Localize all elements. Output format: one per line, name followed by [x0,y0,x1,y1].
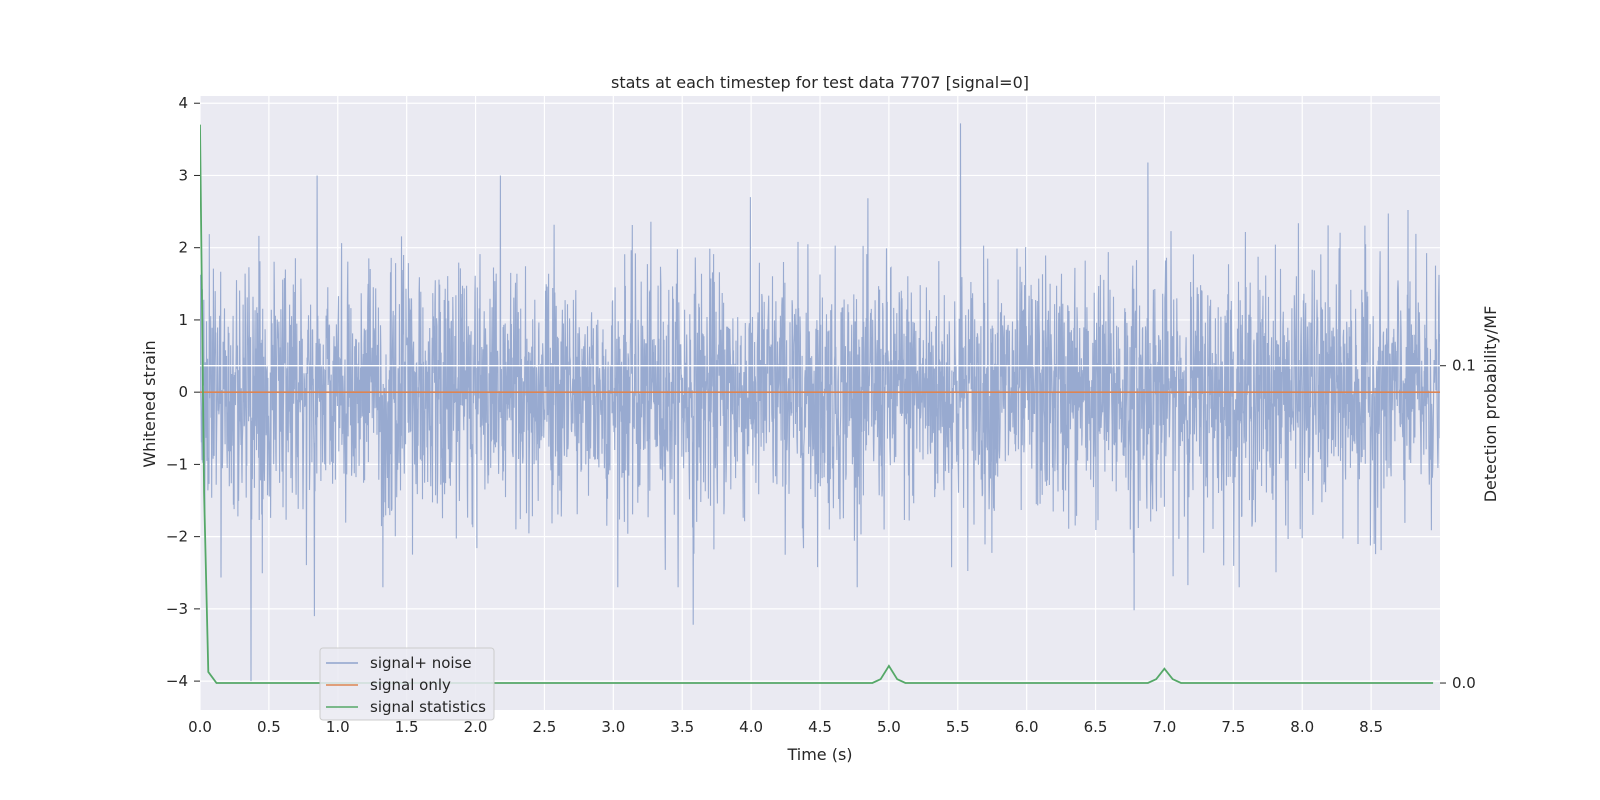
series-signal-noise-line [200,123,1440,682]
y2-tick-label: 0.1 [1452,357,1476,375]
x-tick-label: 0.5 [257,718,281,736]
x-axis-ticks: 0.0 0.5 1.0 1.5 2.0 2.5 3.0 3.5 4.0 4.5 5.0 5.5 6.0 6… [188,718,1383,736]
x-tick-label: 5.0 [877,718,901,736]
y-axis-label: Whitened strain [140,340,159,467]
series-signal-statistics-line [200,124,1434,684]
y-tick-label: −3 [166,600,188,618]
y-tick-label: −1 [166,455,188,473]
x-tick-label: 4.0 [739,718,763,736]
chart-title: stats at each timestep for test data 770… [611,73,1029,92]
legend: signal+ noise signal only signal statist… [319,647,495,721]
y-tick-label: −4 [166,672,188,690]
x-tick-label: 8.5 [1359,718,1383,736]
x-axis-label: Time (s) [786,745,852,764]
legend-label-signal-only: signal only [370,676,451,694]
x-tick-label: 1.5 [395,718,419,736]
legend-box [319,647,495,721]
x-tick-label: 2.0 [464,718,488,736]
y2-tick-label: 0.0 [1452,674,1476,692]
y-tick-label: 1 [178,311,188,329]
x-tick-label: 7.5 [1221,718,1245,736]
y2-axis-ticks: 0.0 0.1 [1440,357,1476,692]
x-tick-label: 8.0 [1290,718,1314,736]
x-tick-label: 3.0 [601,718,625,736]
x-tick-label: 3.5 [670,718,694,736]
x-tick-label: 1.0 [326,718,350,736]
y2-axis-label: Detection probability/MF [1481,306,1500,503]
y-tick-label: −2 [166,528,188,546]
legend-label-signal-noise: signal+ noise [370,654,472,672]
series-layer [200,123,1440,684]
legend-label-signal-statistics: signal statistics [370,698,486,716]
x-tick-label: 2.5 [533,718,557,736]
x-tick-label: 0.0 [188,718,212,736]
y-tick-label: 3 [178,166,188,184]
y-tick-label: 4 [178,94,188,112]
x-tick-label: 5.5 [946,718,970,736]
x-tick-label: 4.5 [808,718,832,736]
x-tick-label: 6.5 [1084,718,1108,736]
x-tick-label: 6.0 [1015,718,1039,736]
y-tick-label: 0 [178,383,188,401]
y-tick-label: 2 [178,239,188,257]
y-axis-ticks: −4 −3 −2 −1 0 1 2 3 4 [166,94,200,690]
x-tick-label: 7.0 [1153,718,1177,736]
